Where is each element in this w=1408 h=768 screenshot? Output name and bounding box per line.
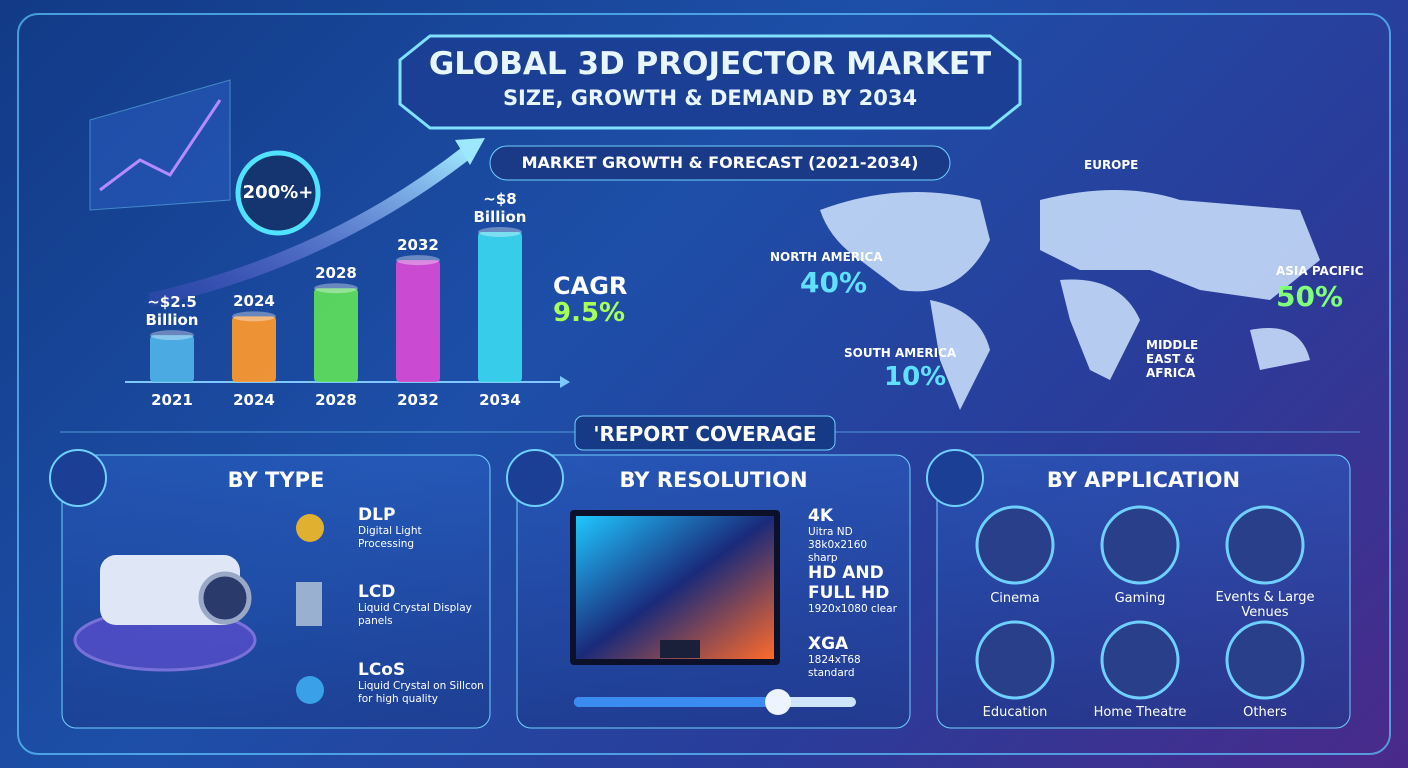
chart-title: MARKET GROWTH & FORECAST (2021-2034) — [521, 153, 919, 172]
bar-top — [478, 227, 522, 237]
type-item: DLP Digital Light Processing — [358, 505, 458, 551]
region-name: MIDDLE EAST & AFRICA — [1146, 338, 1199, 380]
cagr-value: 9.5% — [553, 298, 626, 328]
x-tick-label: 2028 — [315, 391, 357, 409]
panel-title: BY RESOLUTION — [619, 468, 808, 492]
region-name: ASIA PACIFIC — [1276, 264, 1364, 278]
region-share: 50% — [1276, 280, 1344, 313]
growth-badge: 200%+ — [242, 182, 314, 203]
type-desc: Liquid Crystal on Sillcon for high quali… — [358, 680, 484, 705]
bar-label: 2028 — [315, 264, 357, 283]
type-name: LCoS — [358, 660, 406, 680]
application: Gaming — [1114, 591, 1166, 606]
type-item: LCD Liquid Crystal Display panels — [358, 582, 478, 628]
application: Cinema — [990, 591, 1040, 606]
resolution-name: XGA — [808, 634, 849, 654]
bar-top — [396, 255, 440, 266]
bar-top — [150, 330, 194, 341]
bar-label: 2024 — [233, 292, 275, 311]
region-name: EUROPE — [1084, 158, 1139, 172]
bar — [314, 288, 358, 382]
resolution-desc: 1824xT68 standard — [808, 654, 861, 679]
type-name: DLP — [358, 505, 396, 525]
application: Events & Large Venues — [1215, 590, 1315, 620]
region-share: 40% — [800, 266, 868, 299]
x-tick-label: 2034 — [479, 391, 521, 409]
x-tick-label: 2032 — [397, 391, 439, 409]
panel-title: BY TYPE — [227, 468, 325, 492]
application: Home Theatre — [1093, 705, 1187, 720]
bar — [396, 260, 440, 382]
panel-title: BY APPLICATION — [1046, 468, 1241, 492]
bar — [478, 232, 522, 382]
resolution-desc: 1920x1080 clear — [808, 603, 897, 615]
type-desc: Liquid Crystal Display panels — [358, 602, 472, 627]
subtitle: SIZE, GROWTH & DEMAND BY 2034 — [502, 86, 918, 110]
section-title: 'REPORT COVERAGE — [593, 422, 817, 446]
bar-label: ~$8 Billion — [473, 190, 527, 226]
application: Education — [982, 705, 1048, 720]
region-name: SOUTH AMERICA — [844, 346, 957, 360]
resolution-name: 4K — [808, 506, 834, 526]
resolution-desc: Uitra ND 38k0x2160 sharp — [808, 526, 868, 564]
cagr-label: CAGR — [553, 272, 628, 300]
bar — [150, 335, 194, 382]
bar-top — [232, 311, 276, 322]
bar-top — [314, 283, 358, 294]
region-name: NORTH AMERICA — [770, 250, 883, 264]
resolution-item: HD AND FULL HD 1920x1080 clear — [808, 563, 898, 616]
bar — [232, 316, 276, 382]
title: GLOBAL 3D PROJECTOR MARKET — [428, 46, 992, 82]
type-name: LCD — [358, 582, 396, 602]
x-tick-label: 2021 — [151, 391, 193, 409]
region-share: 10% — [884, 362, 947, 392]
resolution-item: XGA 1824xT68 standard — [808, 634, 888, 680]
type-item: LCoS Liquid Crystal on Sillcon for high q… — [358, 660, 486, 706]
application: Others — [1243, 705, 1287, 720]
resolution-name: HD AND FULL HD — [808, 563, 890, 603]
resolution-item: 4K Uitra ND 38k0x2160 sharp — [808, 506, 888, 565]
bar-label: 2032 — [397, 236, 439, 255]
x-tick-label: 2024 — [233, 391, 275, 409]
bar-label: ~$2.5 Billion — [145, 293, 199, 330]
type-desc: Digital Light Processing — [358, 525, 422, 550]
